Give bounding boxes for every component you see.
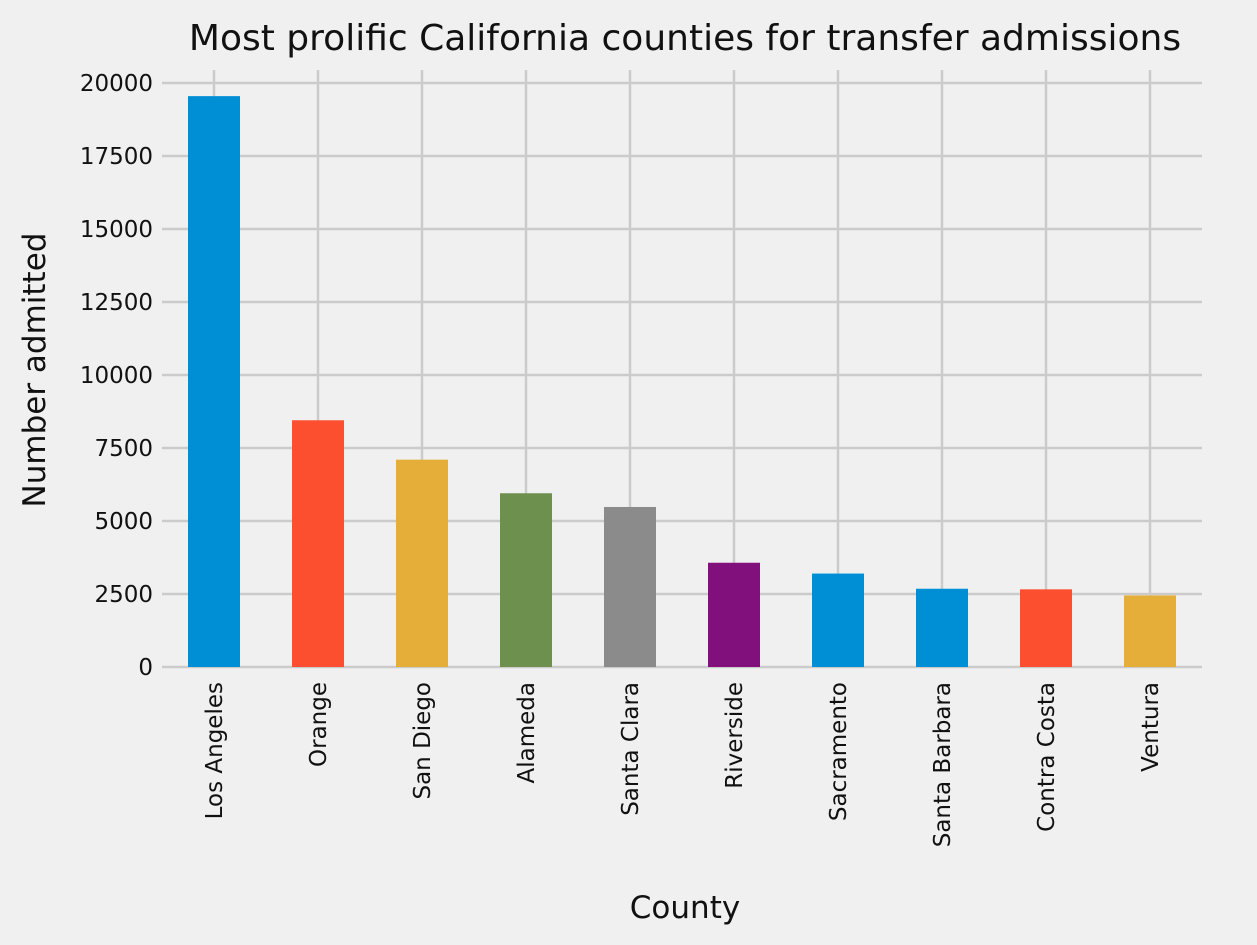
x-tick-label: Riverside xyxy=(722,682,748,789)
bar xyxy=(916,588,968,667)
x-axis-label: County xyxy=(630,890,740,926)
x-tick-label: Santa Clara xyxy=(618,682,644,816)
bar xyxy=(396,459,448,667)
x-tick-label: Los Angeles xyxy=(202,682,228,819)
x-tick-label: Contra Costa xyxy=(1034,682,1060,832)
x-tick-labels: Los Angeles Orange San Diego Alameda Santa C… xyxy=(202,682,1164,847)
x-tick-label: Alameda xyxy=(514,682,540,783)
bar xyxy=(500,493,552,667)
bars xyxy=(188,96,1176,667)
y-tick-label: 15000 xyxy=(80,217,153,243)
x-tick-label: Orange xyxy=(306,682,332,767)
y-tick-label: 20000 xyxy=(80,71,153,97)
y-tick-label: 5000 xyxy=(94,509,153,535)
y-tick-label: 17500 xyxy=(80,144,153,170)
x-tick-label: San Diego xyxy=(410,682,436,800)
y-tick-labels: 0 2500 5000 7500 10000 12500 15000 17500 20000 xyxy=(80,71,153,681)
y-tick-label: 10000 xyxy=(80,363,153,389)
x-tick-label: Sacramento xyxy=(826,682,852,821)
x-tick-label: Ventura xyxy=(1138,682,1164,772)
bar xyxy=(812,573,864,667)
bar xyxy=(1020,589,1072,667)
bar xyxy=(708,562,760,667)
y-tick-label: 12500 xyxy=(80,290,153,316)
bar xyxy=(188,96,240,667)
bar xyxy=(1124,595,1176,667)
chart-title: Most prolific California counties for tr… xyxy=(189,18,1181,59)
y-tick-label: 2500 xyxy=(94,582,153,608)
bar xyxy=(604,506,656,667)
bar xyxy=(292,420,344,667)
y-tick-label: 7500 xyxy=(94,436,153,462)
x-tick-label: Santa Barbara xyxy=(930,682,956,847)
y-tick-label: 0 xyxy=(138,655,153,681)
y-axis-label: Number admitted xyxy=(17,233,53,508)
